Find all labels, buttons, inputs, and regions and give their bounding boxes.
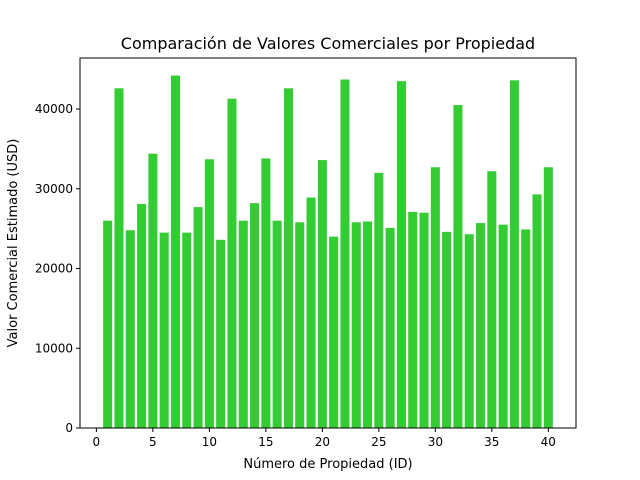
bar (103, 220, 113, 428)
x-tick-label: 5 (149, 435, 157, 449)
bar (532, 194, 542, 428)
y-axis-label: Valor Comercial Estimado (USD) (6, 139, 21, 348)
bar (283, 88, 293, 428)
x-tick-label: 20 (315, 435, 330, 449)
bar (363, 221, 373, 428)
bar (125, 230, 135, 428)
bar (272, 220, 282, 428)
y-tick-label: 30000 (35, 182, 73, 196)
bar (543, 167, 553, 428)
bar (464, 234, 474, 428)
bar (442, 231, 452, 428)
x-tick-label: 15 (258, 435, 273, 449)
bar (498, 224, 508, 428)
bar (430, 167, 440, 428)
bar (261, 158, 271, 429)
x-tick-label: 30 (428, 435, 443, 449)
bar (114, 88, 124, 428)
bar (295, 222, 305, 428)
bar (351, 222, 361, 428)
x-axis-label: Número de Propiedad (ID) (243, 457, 412, 472)
x-tick-label: 35 (484, 435, 499, 449)
x-tick-label: 0 (93, 435, 101, 449)
bar (521, 229, 531, 428)
bar (137, 203, 147, 428)
bar (329, 236, 339, 428)
y-tick-label: 20000 (35, 262, 73, 276)
bar (476, 223, 486, 428)
bars-group (103, 75, 553, 429)
bar (419, 212, 429, 428)
bar (408, 211, 418, 428)
bar (170, 75, 180, 429)
bar (148, 153, 158, 429)
bar (317, 160, 327, 428)
bar (385, 227, 395, 428)
bar (193, 207, 203, 428)
bar (238, 220, 248, 428)
bar (159, 232, 169, 428)
bar (250, 203, 260, 428)
bar (182, 232, 192, 428)
bar (396, 81, 406, 428)
bar (509, 80, 519, 429)
x-tick-label: 10 (202, 435, 217, 449)
y-axis: 0 10000 20000 30000 40000 (35, 102, 80, 435)
plot-frame (79, 57, 577, 429)
x-tick-label: 40 (541, 435, 556, 449)
x-tick-label: 25 (371, 435, 386, 449)
bar (487, 171, 497, 428)
y-tick-label: 10000 (35, 341, 73, 355)
bar (306, 197, 316, 428)
bar (227, 98, 237, 429)
bar (374, 172, 384, 428)
bar (204, 159, 214, 428)
x-axis: 0 5 10 15 20 25 30 35 40 (93, 428, 556, 449)
y-tick-label: 0 (65, 421, 73, 435)
y-tick-label: 40000 (35, 102, 73, 116)
bar (340, 79, 350, 428)
bar (216, 239, 226, 428)
chart-title: Comparación de Valores Comerciales por P… (121, 34, 535, 53)
bar (453, 105, 463, 428)
